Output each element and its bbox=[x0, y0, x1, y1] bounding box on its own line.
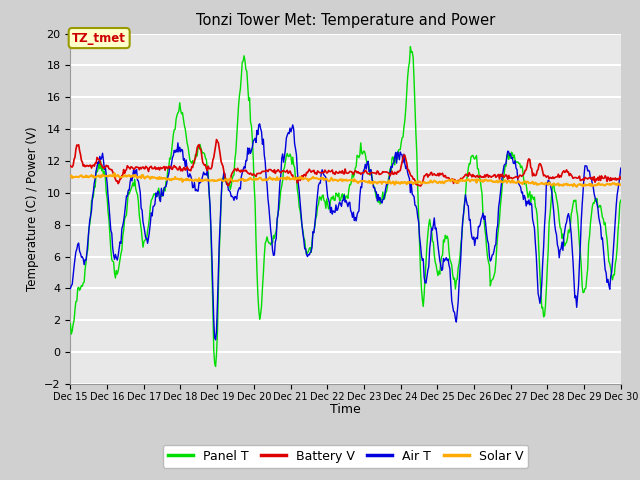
Panel T bbox=[392, 153, 399, 158]
Solar V bbox=[317, 176, 324, 181]
Battery V bbox=[67, 163, 74, 168]
Panel T bbox=[406, 44, 414, 49]
Air T bbox=[483, 231, 490, 237]
Panel T bbox=[483, 245, 490, 251]
Text: TZ_tmet: TZ_tmet bbox=[72, 32, 126, 45]
Panel T bbox=[212, 364, 220, 370]
Battery V bbox=[212, 137, 220, 143]
Solar V bbox=[111, 170, 118, 176]
Line: Battery V: Battery V bbox=[70, 140, 621, 186]
Line: Solar V: Solar V bbox=[70, 173, 621, 187]
Panel T bbox=[317, 194, 324, 200]
Air T bbox=[212, 337, 220, 343]
Legend: Panel T, Battery V, Air T, Solar V: Panel T, Battery V, Air T, Solar V bbox=[163, 444, 528, 468]
X-axis label: Time: Time bbox=[330, 403, 361, 416]
Battery V bbox=[317, 170, 324, 176]
Solar V bbox=[67, 173, 74, 179]
Air T bbox=[164, 174, 172, 180]
Title: Tonzi Tower Met: Temperature and Power: Tonzi Tower Met: Temperature and Power bbox=[196, 13, 495, 28]
Panel T bbox=[67, 321, 74, 327]
Air T bbox=[393, 160, 401, 166]
Battery V bbox=[164, 166, 172, 171]
Battery V bbox=[617, 176, 625, 181]
Solar V bbox=[482, 177, 490, 182]
Solar V bbox=[165, 176, 173, 182]
Solar V bbox=[617, 181, 625, 187]
Line: Panel T: Panel T bbox=[70, 47, 621, 367]
Battery V bbox=[436, 170, 444, 176]
Panel T bbox=[164, 167, 172, 172]
Y-axis label: Temperature (C) / Power (V): Temperature (C) / Power (V) bbox=[26, 127, 38, 291]
Solar V bbox=[209, 177, 217, 183]
Panel T bbox=[436, 271, 444, 277]
Air T bbox=[67, 286, 74, 291]
Air T bbox=[208, 253, 216, 259]
Solar V bbox=[435, 179, 443, 185]
Panel T bbox=[208, 268, 216, 274]
Panel T bbox=[617, 197, 625, 203]
Battery V bbox=[208, 164, 216, 170]
Solar V bbox=[392, 179, 399, 184]
Air T bbox=[617, 165, 625, 171]
Battery V bbox=[392, 170, 399, 176]
Line: Air T: Air T bbox=[70, 124, 621, 340]
Air T bbox=[317, 170, 325, 176]
Air T bbox=[436, 258, 444, 264]
Solar V bbox=[573, 184, 580, 190]
Battery V bbox=[483, 172, 490, 178]
Battery V bbox=[417, 183, 424, 189]
Air T bbox=[256, 121, 264, 127]
